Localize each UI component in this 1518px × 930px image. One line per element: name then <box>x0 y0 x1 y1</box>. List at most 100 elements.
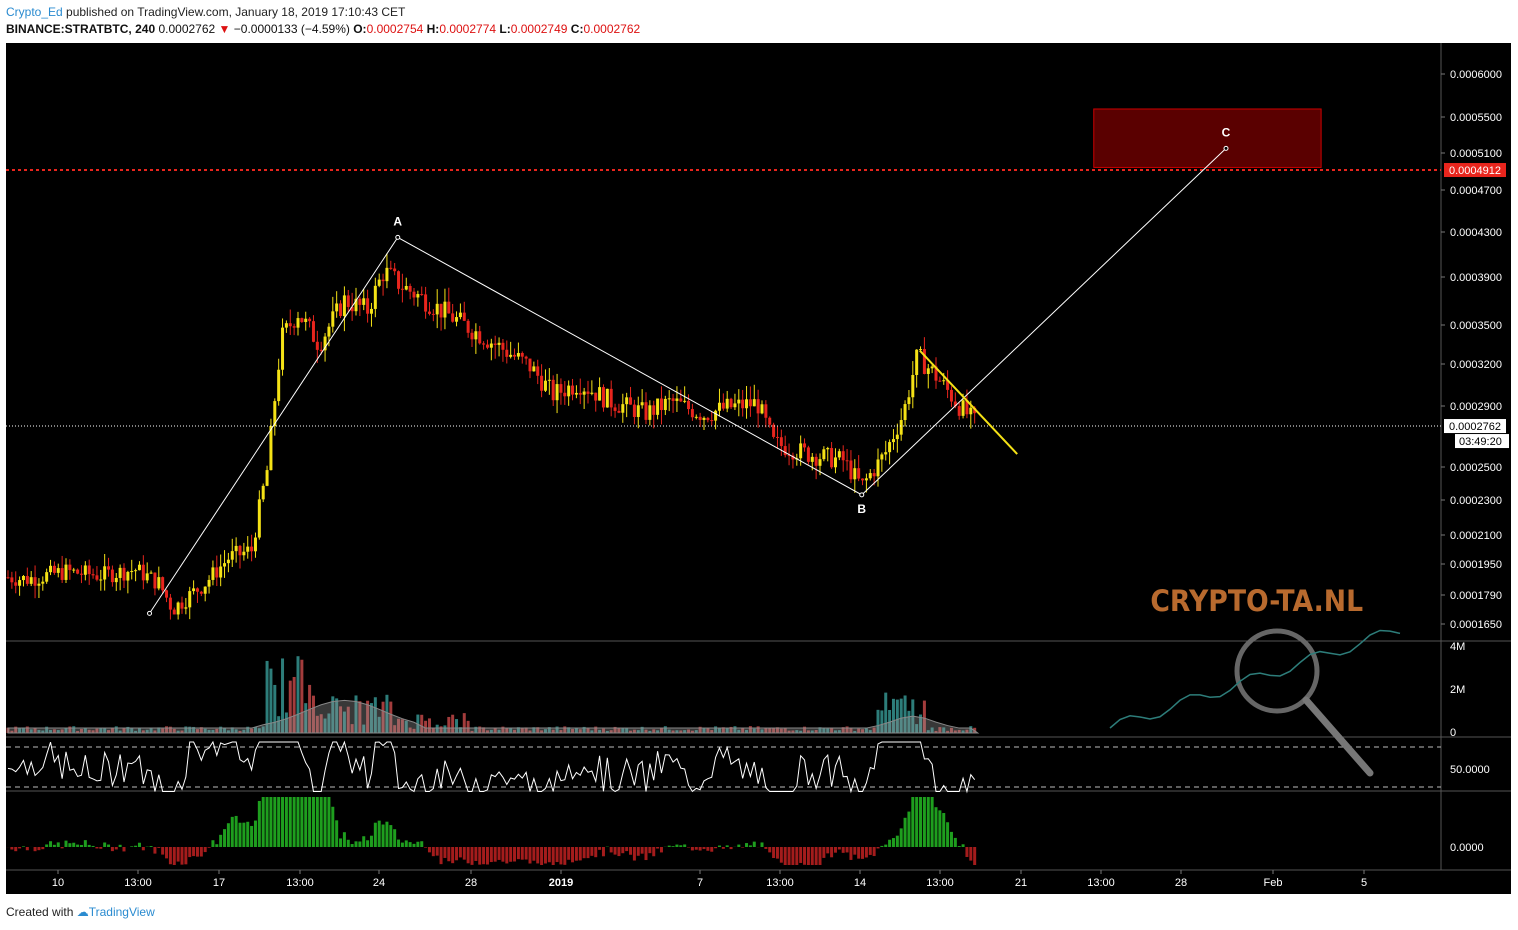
volume-bar <box>942 727 946 733</box>
oscillator-bar <box>134 845 138 847</box>
volume-bar <box>470 730 474 733</box>
volume-bar <box>687 729 691 733</box>
volume-bar <box>567 727 571 733</box>
oscillator-bar <box>903 817 907 847</box>
pattern-point[interactable] <box>859 492 865 498</box>
candle-body <box>331 311 335 327</box>
pattern-point[interactable] <box>147 610 153 616</box>
candle-body <box>949 389 953 402</box>
tradingview-link[interactable]: TradingView <box>88 905 155 919</box>
oscillator-bar <box>10 847 14 850</box>
oscillator-bar <box>103 842 107 847</box>
candle-body <box>435 303 439 315</box>
oscillator-bar <box>582 847 586 859</box>
volume-bar <box>56 730 60 733</box>
volume-bar <box>957 729 961 733</box>
volume-bar <box>354 695 358 733</box>
candle-body <box>327 326 331 337</box>
author-link[interactable]: Crypto_Ed <box>6 5 63 19</box>
candle-body <box>41 581 45 584</box>
volume-bar <box>880 710 884 733</box>
candle-body <box>184 607 188 609</box>
close-value: 0.0002762 <box>583 22 641 36</box>
time-axis-label: Feb <box>1264 877 1283 889</box>
volume-bar <box>443 725 447 733</box>
volume-bar <box>532 727 536 733</box>
candle-body <box>304 318 308 323</box>
oscillator-bar <box>698 847 702 851</box>
volume-bar <box>903 695 907 733</box>
oscillator-bar <box>714 847 718 849</box>
candle-body <box>265 470 269 486</box>
candle-body <box>14 582 18 586</box>
downtrend-line[interactable] <box>919 349 1018 455</box>
volume-bar <box>501 726 505 733</box>
volume-bar <box>814 730 818 733</box>
target-zone-box[interactable] <box>1093 108 1322 168</box>
oscillator-bar <box>99 847 103 849</box>
candle-body <box>721 402 725 409</box>
candle-body <box>895 434 899 440</box>
candle-body <box>215 567 219 578</box>
volume-bar <box>45 726 49 733</box>
volume-bar <box>435 724 439 733</box>
oscillator-bar <box>717 845 721 847</box>
candle-body <box>702 417 706 420</box>
oscillator-bar <box>165 847 169 859</box>
oscillator-bar <box>420 841 424 847</box>
oscillator-bar <box>891 838 895 847</box>
volume-bar <box>462 713 466 733</box>
oscillator-bar <box>45 844 49 847</box>
volume-bar <box>323 718 327 733</box>
oscillator-bar <box>857 847 861 859</box>
candle-body <box>694 416 698 418</box>
candle-body <box>482 343 486 345</box>
oscillator-bar <box>304 797 308 847</box>
oscillator-bar <box>377 820 381 847</box>
candle-body <box>690 409 694 418</box>
volume-bar <box>764 727 768 733</box>
volume-bar <box>710 730 714 733</box>
oscillator-bar <box>833 847 837 853</box>
oscillator-bar <box>397 839 401 847</box>
pattern-point[interactable] <box>1223 145 1229 151</box>
chart-background <box>6 43 1511 894</box>
oscillator-bar <box>400 842 404 847</box>
volume-bar <box>424 720 428 733</box>
oscillator-bar <box>451 847 455 864</box>
candle-body <box>598 387 602 401</box>
oscillator-bar <box>288 797 292 847</box>
candle-body <box>103 566 107 580</box>
volume-bar <box>891 698 895 733</box>
volume-bar <box>799 730 803 733</box>
oscillator-bar <box>354 841 358 847</box>
volume-bar <box>690 730 694 733</box>
volume-bar <box>292 676 296 733</box>
candle-body <box>281 327 285 370</box>
volume-bar <box>315 715 319 733</box>
volume-bar <box>543 729 547 733</box>
volume-bar <box>571 729 575 733</box>
oscillator-bar <box>555 847 559 863</box>
volume-bar <box>49 729 53 733</box>
volume-bar <box>261 726 265 733</box>
candle-body <box>911 374 915 398</box>
candle-body <box>617 410 621 413</box>
price-axis-label: 0.0003900 <box>1450 272 1502 284</box>
volume-bar <box>474 726 478 733</box>
candle-body <box>427 311 431 314</box>
volume-bar <box>253 726 257 733</box>
volume-bar <box>230 727 234 733</box>
oscillator-bar <box>907 811 911 847</box>
oscillator-bar <box>493 847 497 862</box>
volume-bar <box>489 729 493 733</box>
oscillator-bar <box>435 847 439 856</box>
oscillator-bar <box>83 840 87 847</box>
pattern-point[interactable] <box>395 234 401 240</box>
oscillator-bar <box>872 847 876 857</box>
oscillator-bar <box>559 847 563 865</box>
abc-pattern-line[interactable] <box>149 147 1227 614</box>
candle-body <box>238 545 242 556</box>
price-axis-label: 0.0001650 <box>1450 619 1502 631</box>
